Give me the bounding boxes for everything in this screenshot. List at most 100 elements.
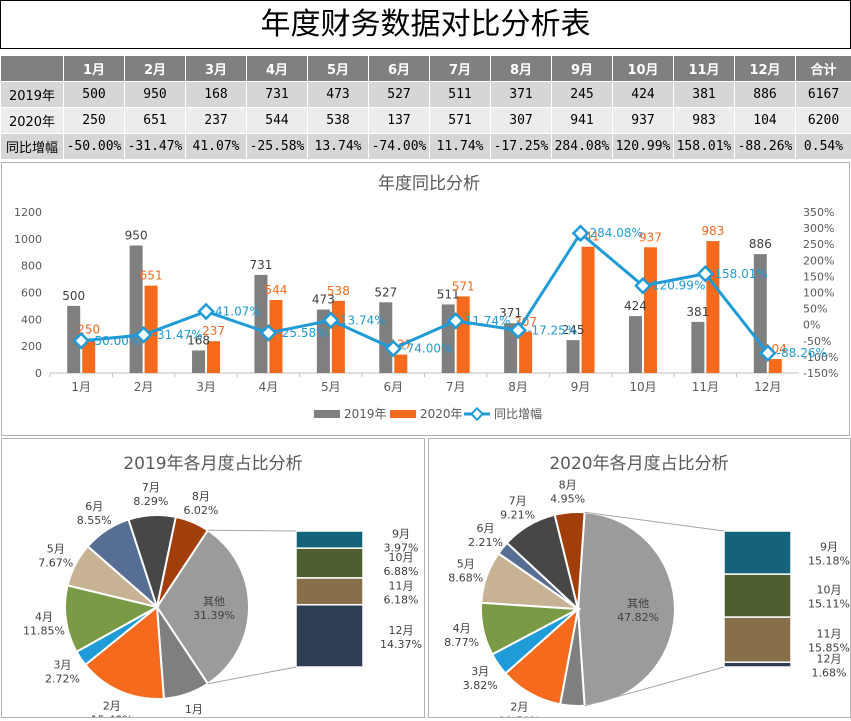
table-cell[interactable]: -50.00%	[64, 134, 125, 160]
pie-2020-panel[interactable]: 2020年各月度占比分析 其他47.82%1月4.03%2月10.50%3月3.…	[428, 438, 851, 718]
table-cell[interactable]: 983	[674, 108, 735, 134]
y2-tick-label: 0%	[803, 319, 820, 332]
table-header-cell[interactable]: 6月	[369, 56, 430, 82]
table-cell[interactable]: 538	[308, 108, 369, 134]
pie-slice-label: 其他	[203, 595, 225, 608]
chart-title: 2020年各月度占比分析	[549, 454, 728, 474]
pie-slice-pct: 3.82%	[463, 679, 498, 692]
table-cell[interactable]: 511	[430, 82, 491, 108]
table-cell[interactable]: 937	[613, 108, 674, 134]
legend-label-2019: 2019年	[344, 407, 387, 421]
pie-slice-label: 6月	[85, 500, 103, 513]
pie-slice-pct: 11.85%	[23, 624, 65, 637]
table-cell[interactable]: 886	[735, 82, 796, 108]
table-cell[interactable]: 950	[125, 82, 186, 108]
x-tick-label: 5月	[321, 380, 341, 394]
table-cell[interactable]: 731	[247, 82, 308, 108]
x-tick-label: 6月	[383, 380, 403, 394]
table-header-cell[interactable]: 8月	[491, 56, 552, 82]
table-header-cell[interactable]: 5月	[308, 56, 369, 82]
row-label[interactable]: 同比增幅	[1, 134, 64, 160]
legend-label-growth: 同比增幅	[494, 406, 542, 421]
table-header-cell[interactable]: 3月	[186, 56, 247, 82]
pie-slice-label: 8月	[559, 478, 577, 491]
table-cell[interactable]: 571	[430, 108, 491, 134]
table-cell[interactable]: 13.74%	[308, 134, 369, 160]
table-cell[interactable]: 41.07%	[186, 134, 247, 160]
breakout-label: 10月	[817, 584, 842, 597]
bar-2020	[332, 301, 345, 373]
row-label[interactable]: 2019年	[1, 82, 64, 108]
breakout-segment	[724, 531, 791, 574]
table-header-cell[interactable]: 12月	[735, 56, 796, 82]
table-cell[interactable]: 11.74%	[430, 134, 491, 160]
growth-label: -25.58%	[277, 326, 327, 340]
bar-2020-label: 538	[327, 284, 350, 298]
table-cell[interactable]: -74.00%	[369, 134, 430, 160]
x-tick-label: 10月	[629, 380, 656, 394]
bar-2019	[130, 246, 143, 373]
table-cell[interactable]: 424	[613, 82, 674, 108]
table-header-cell[interactable]: 9月	[552, 56, 613, 82]
table-cell[interactable]: 104	[735, 108, 796, 134]
table-cell[interactable]: 237	[186, 108, 247, 134]
pie-slice-pct: 9.21%	[500, 508, 535, 521]
table-cell[interactable]: 245	[552, 82, 613, 108]
table-cell[interactable]: -25.58%	[247, 134, 308, 160]
breakout-segment	[296, 548, 363, 578]
table-cell[interactable]: 6200	[796, 108, 851, 134]
table-cell[interactable]: -17.25%	[491, 134, 552, 160]
table-cell[interactable]: 473	[308, 82, 369, 108]
pie-of-pie-2019: 2019年各月度占比分析 其他31.39%1月8.11%2月15.40%3月2.…	[2, 439, 424, 717]
table-cell[interactable]: 158.01%	[674, 134, 735, 160]
table-cell[interactable]: 6167	[796, 82, 851, 108]
table-cell[interactable]: 168	[186, 82, 247, 108]
bar-2020	[457, 296, 470, 373]
table-cell[interactable]: 120.99%	[613, 134, 674, 160]
table-header-cell[interactable]: 2月	[125, 56, 186, 82]
breakout-label: 12月	[389, 624, 414, 637]
table-header-cell[interactable]: 7月	[430, 56, 491, 82]
table-header-cell[interactable]: 合计	[796, 56, 851, 82]
pie-2019-panel[interactable]: 2019年各月度占比分析 其他31.39%1月8.11%2月15.40%3月2.…	[1, 438, 425, 718]
row-label[interactable]: 2020年	[1, 108, 64, 134]
table-cell[interactable]: 137	[369, 108, 430, 134]
growth-marker	[199, 304, 213, 318]
breakout-segment	[296, 578, 363, 605]
bar-2020	[582, 247, 595, 373]
bar-2020-label: 237	[202, 324, 225, 338]
pie-slice-pct: 31.39%	[193, 609, 235, 622]
table-header-cell[interactable]: 4月	[247, 56, 308, 82]
table-cell[interactable]: 941	[552, 108, 613, 134]
growth-label: -50.00%	[90, 334, 140, 348]
pie-slice-label: 7月	[142, 481, 160, 494]
table-cell[interactable]: 500	[64, 82, 125, 108]
bar-2019-label: 527	[374, 285, 397, 299]
table-cell[interactable]: 381	[674, 82, 735, 108]
bar-2019	[691, 322, 704, 373]
table-cell[interactable]: 0.54%	[796, 134, 851, 160]
table-cell[interactable]: 307	[491, 108, 552, 134]
pie-slice-label: 4月	[453, 622, 471, 635]
table-cell[interactable]: 371	[491, 82, 552, 108]
table-cell[interactable]: 651	[125, 108, 186, 134]
breakout-segment	[724, 662, 791, 667]
growth-label: -31.47%	[153, 328, 203, 342]
pie-slice-pct: 2.72%	[45, 673, 80, 686]
chart-title: 2019年各月度占比分析	[123, 454, 302, 474]
table-cell[interactable]: 250	[64, 108, 125, 134]
table-header-cell[interactable]: 10月	[613, 56, 674, 82]
table-header-cell[interactable]: 11月	[674, 56, 735, 82]
table-header-cell[interactable]: 1月	[64, 56, 125, 82]
pie-slice-pct: 7.67%	[38, 557, 73, 570]
bar-2019	[629, 316, 642, 373]
table-cell[interactable]: -88.26%	[735, 134, 796, 160]
table-cell[interactable]: -31.47%	[125, 134, 186, 160]
growth-label: -17.25%	[527, 323, 577, 337]
yoy-combo-chart: 年度同比分析 020040060080010001200-150%-100%-5…	[2, 163, 849, 435]
table-cell[interactable]: 544	[247, 108, 308, 134]
table-cell[interactable]: 527	[369, 82, 430, 108]
table-cell[interactable]: 284.08%	[552, 134, 613, 160]
pie-slice-pct: 47.82%	[617, 611, 659, 624]
